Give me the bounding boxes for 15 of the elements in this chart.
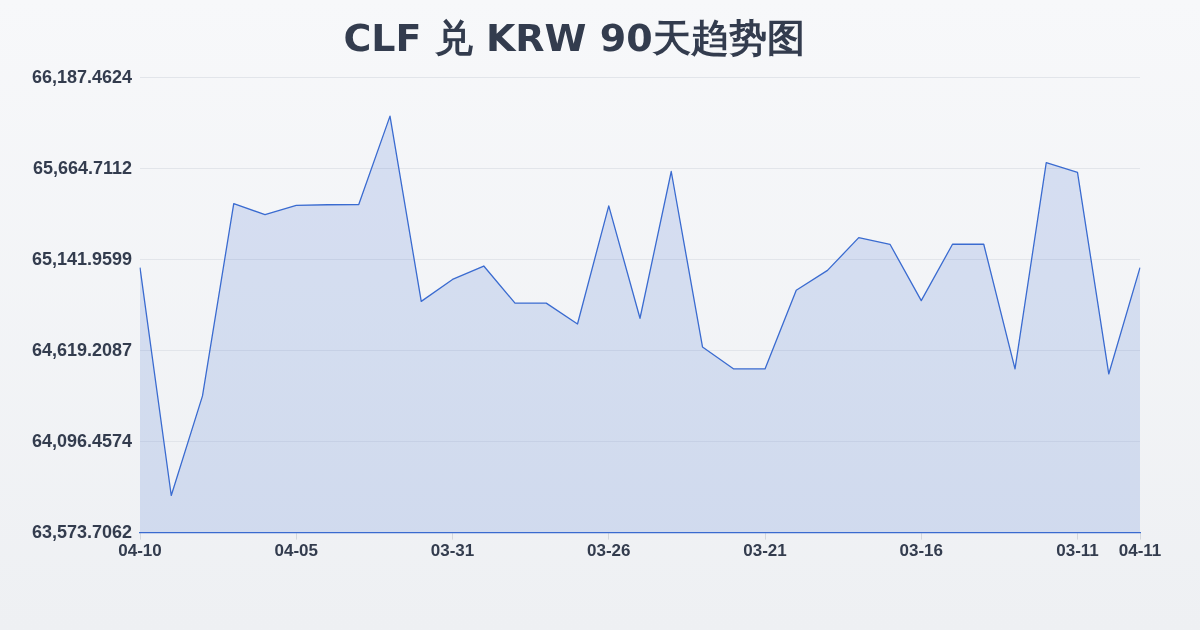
y-tick-label: 64,619.2087 xyxy=(31,339,132,360)
x-tick-label: 03-16 xyxy=(899,541,943,561)
chart-title: CLF 兑 KRW 90天趋势图 xyxy=(343,15,805,60)
y-tick-label: 63,573.7062 xyxy=(31,521,132,542)
y-tick-label: 66,187.4624 xyxy=(31,66,132,87)
x-tick-label: 04-10 xyxy=(118,541,162,561)
x-tick-label: 03-31 xyxy=(430,541,475,561)
y-tick-label: 65,141.9599 xyxy=(31,248,132,269)
y-tick-label: 65,664.7112 xyxy=(32,157,132,178)
x-tick-label: 04-11 xyxy=(1118,541,1162,561)
x-tick-label: 03-11 xyxy=(1056,541,1099,561)
x-tick-label: 04-05 xyxy=(274,541,318,561)
y-tick-label: 64,096.4574 xyxy=(31,430,132,451)
x-tick-label: 03-26 xyxy=(587,541,631,561)
x-tick-label: 03-21 xyxy=(743,541,787,561)
